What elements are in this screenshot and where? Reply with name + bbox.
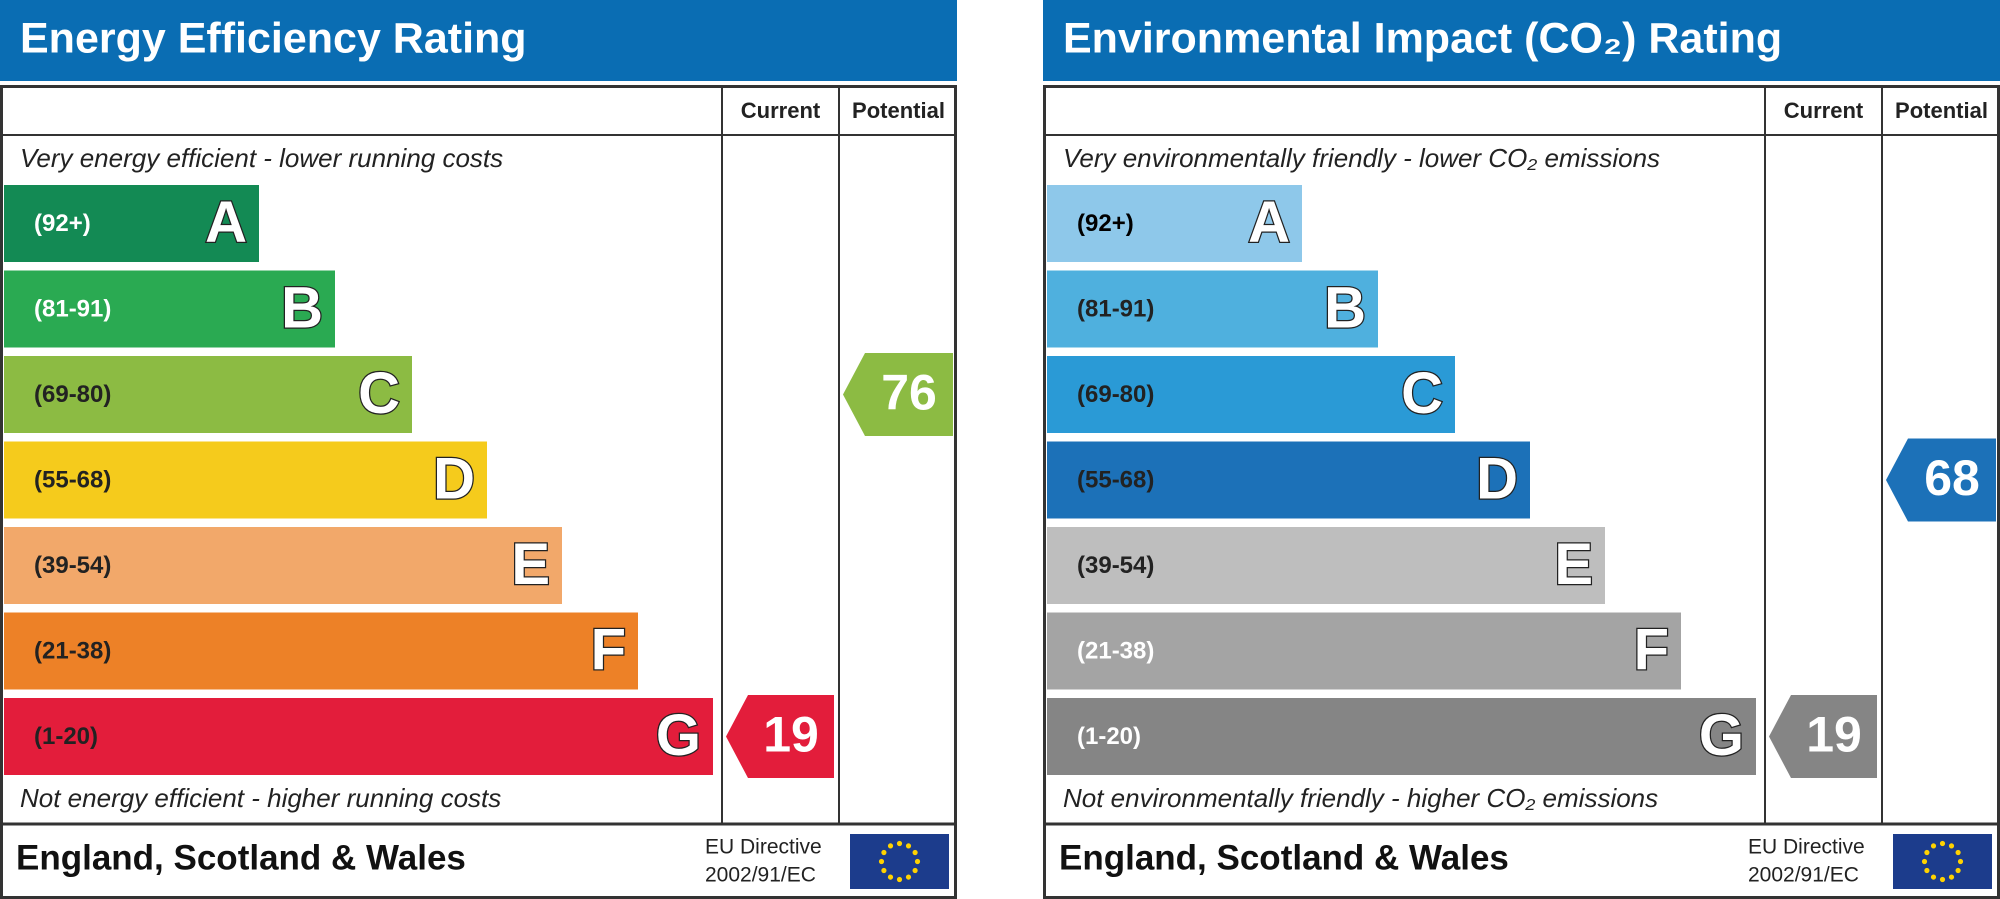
band-letter: G (1699, 703, 1744, 768)
directive-line1: EU Directive (705, 836, 822, 859)
band-bar (1047, 185, 1302, 262)
header-potential: Potential (852, 98, 945, 123)
eu-star (1939, 840, 1946, 847)
eu-star (912, 867, 918, 874)
eu-star (914, 858, 921, 865)
band-letter: E (511, 532, 550, 597)
rating-arrow (726, 695, 834, 778)
band-bar (1047, 356, 1455, 433)
band-bar (4, 441, 487, 519)
band-range: (69-80) (34, 381, 111, 408)
header-potential: Potential (1895, 98, 1988, 123)
eu-star (912, 849, 918, 856)
band-letter: F (591, 617, 626, 682)
band-letter: A (205, 190, 247, 255)
panel-title: Energy Efficiency Rating (20, 14, 527, 62)
eu-star (1948, 843, 1955, 849)
eu-star (896, 840, 903, 847)
band-bar (1047, 612, 1681, 690)
band-range: (39-54) (1077, 552, 1154, 579)
header-current: Current (741, 98, 821, 123)
rating-arrow (1769, 695, 1877, 778)
rating-value: 68 (1924, 450, 1980, 506)
band-range: (55-68) (34, 466, 111, 493)
eu-star (1955, 849, 1961, 856)
eu-star (881, 867, 887, 874)
band-letter: C (358, 361, 400, 426)
band-bar (4, 612, 638, 690)
eu-star (1924, 867, 1930, 874)
band-letter: E (1554, 532, 1593, 597)
band-range: (39-54) (34, 552, 111, 579)
eu-star (878, 858, 885, 865)
eu-star (1948, 874, 1955, 880)
eu-star (887, 874, 894, 880)
eu-star (1957, 858, 1964, 865)
panel: Energy Efficiency Rating Current Potential… (0, 0, 957, 899)
rating-arrow (843, 353, 953, 436)
rating-value: 19 (1806, 707, 1862, 763)
rating-arrow (1886, 438, 1996, 522)
top-note: Very energy efficient - lower running co… (20, 143, 503, 173)
band-bar (4, 185, 259, 262)
directive-line2: 2002/91/EC (705, 864, 816, 887)
bottom-note: Not environmentally friendly - higher CO… (1063, 783, 1658, 813)
directive-line2: 2002/91/EC (1748, 864, 1859, 887)
band-range: (55-68) (1077, 466, 1154, 493)
top-note: Very environmentally friendly - lower CO… (1063, 143, 1660, 173)
band-letter: B (1324, 275, 1366, 340)
title-bar (1043, 0, 2000, 81)
header-current: Current (1784, 98, 1864, 123)
eu-star (887, 843, 894, 849)
eu-star (1930, 874, 1937, 880)
band-bar (1047, 527, 1605, 604)
band-bar (4, 356, 412, 433)
eu-star (881, 849, 887, 856)
band-letter: F (1634, 617, 1669, 682)
eu-star (905, 874, 912, 880)
directive-line1: EU Directive (1748, 836, 1865, 859)
band-range: (92+) (1077, 210, 1134, 237)
title-bar (0, 0, 957, 81)
eu-star (1955, 867, 1961, 874)
band-bar (4, 270, 335, 348)
band-range: (21-38) (1077, 637, 1154, 664)
bottom-note: Not energy efficient - higher running co… (20, 783, 501, 813)
panel: Environmental Impact (CO₂) Rating Current… (1043, 0, 2000, 899)
footer-region: England, Scotland & Wales (1059, 838, 1509, 877)
rating-value: 19 (763, 707, 819, 763)
band-letter: G (656, 703, 701, 768)
band-bar (4, 698, 713, 775)
band-range: (81-91) (34, 295, 111, 322)
footer-region: England, Scotland & Wales (16, 838, 466, 877)
eu-star (1930, 843, 1937, 849)
band-letter: D (1476, 446, 1518, 511)
band-bar (4, 527, 562, 604)
band-letter: C (1401, 361, 1443, 426)
band-letter: B (281, 275, 323, 340)
rating-value: 76 (881, 365, 937, 421)
band-bar (1047, 441, 1530, 519)
band-bar (1047, 270, 1378, 348)
band-range: (1-20) (34, 723, 98, 750)
band-bar (1047, 698, 1756, 775)
band-letter: A (1248, 190, 1290, 255)
eu-star (1939, 876, 1946, 883)
eu-star (905, 843, 912, 849)
band-letter: D (433, 446, 475, 511)
band-range: (21-38) (34, 637, 111, 664)
eu-star (1921, 858, 1928, 865)
band-range: (69-80) (1077, 381, 1154, 408)
band-range: (1-20) (1077, 723, 1141, 750)
eu-star (1924, 849, 1930, 856)
panel-title: Environmental Impact (CO₂) Rating (1063, 14, 1782, 62)
band-range: (92+) (34, 210, 91, 237)
band-range: (81-91) (1077, 295, 1154, 322)
eu-star (896, 876, 903, 883)
